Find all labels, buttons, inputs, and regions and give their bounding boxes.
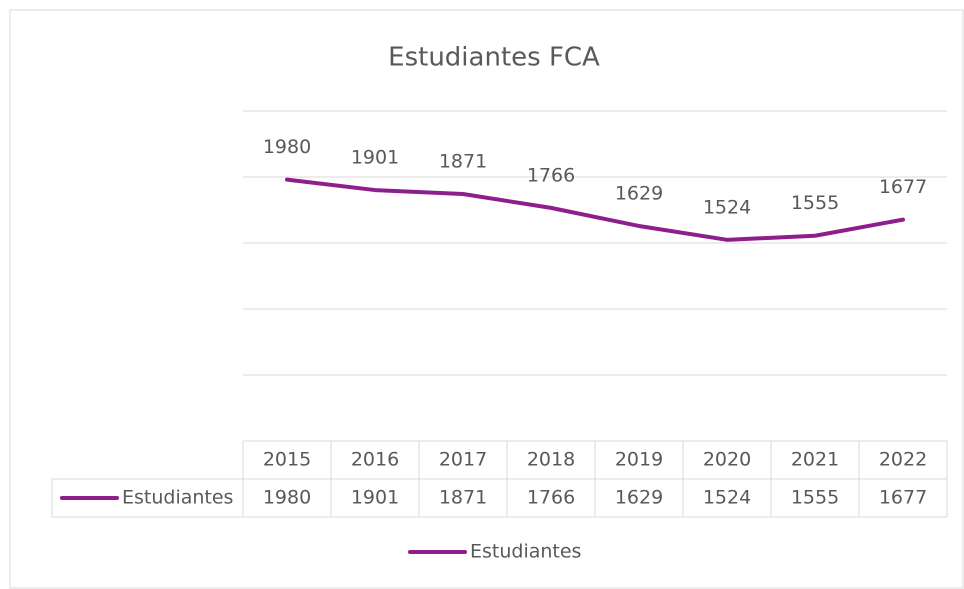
x-tick-label: 2017	[439, 449, 487, 471]
table-cell: 1901	[351, 487, 399, 509]
x-tick-label: 2022	[879, 449, 927, 471]
x-tick-label: 2015	[263, 449, 311, 471]
data-label: 1629	[615, 182, 663, 204]
chart-title: Estudiantes FCA	[388, 43, 600, 73]
table-cell: 1871	[439, 487, 487, 509]
data-label: 1901	[351, 147, 399, 169]
table-cell: 1555	[791, 487, 839, 509]
data-label: 1677	[879, 176, 927, 198]
data-label: 1871	[439, 151, 487, 173]
data-label: 1524	[703, 196, 751, 218]
table-cell: 1980	[263, 487, 311, 509]
x-tick-label: 2016	[351, 449, 399, 471]
data-label: 1980	[263, 136, 311, 158]
table-cell: 1524	[703, 487, 751, 509]
table-cell: 1766	[527, 487, 575, 509]
table-cell: 1629	[615, 487, 663, 509]
x-tick-label: 2021	[791, 449, 839, 471]
x-tick-label: 2019	[615, 449, 663, 471]
x-tick-label: 2018	[527, 449, 575, 471]
series-line	[285, 177, 905, 242]
data-label: 1555	[791, 192, 839, 214]
chart-border	[9, 9, 964, 589]
table-cell: 1677	[879, 487, 927, 509]
table-row-header: Estudiantes	[122, 487, 233, 509]
legend-label: Estudiantes	[470, 541, 581, 563]
x-tick-label: 2020	[703, 449, 751, 471]
data-label: 1766	[527, 164, 575, 186]
